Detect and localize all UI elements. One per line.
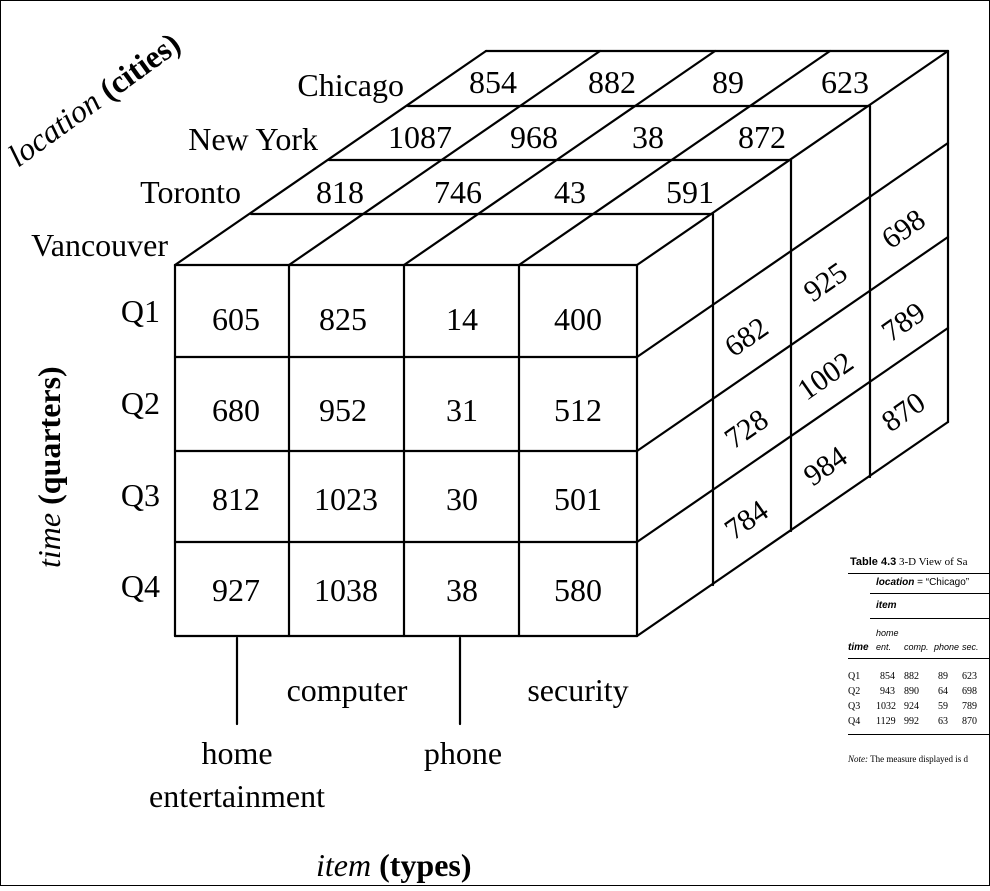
top-cell-newyork-security: 872 — [738, 119, 786, 155]
table-top-rule — [848, 573, 990, 574]
top-cell-chicago-phone: 89 — [712, 64, 744, 100]
city-label-chicago: Chicago — [297, 67, 404, 103]
table-row-label: Q3 — [848, 701, 861, 712]
top-cell-chicago-home: 854 — [469, 64, 517, 100]
quarter-label-q4: Q4 — [121, 568, 160, 604]
table-col-phone: phone — [934, 642, 960, 652]
table-caption-text: 3-D View of Sa — [896, 556, 968, 568]
table-row-label: Q4 — [848, 716, 861, 727]
side-cell-newyork-q3: 984 — [798, 440, 854, 493]
table-cell: 64 — [938, 686, 948, 697]
quarter-label-q2: Q2 — [121, 385, 160, 421]
table-col-ent: ent. — [876, 642, 892, 652]
item-label-entertainment: entertainment — [149, 778, 325, 814]
side-cell-chicago-q3: 870 — [876, 386, 932, 439]
front-cell-q1-phone: 14 — [446, 301, 478, 337]
table-cell: 698 — [962, 686, 977, 697]
table-cell: 882 — [904, 671, 919, 682]
side-cell-toronto-q3: 784 — [719, 494, 775, 547]
top-cell-toronto-computer: 746 — [434, 174, 482, 210]
side-cell-chicago-q2: 789 — [876, 296, 932, 349]
quarter-label-q3: Q3 — [121, 477, 160, 513]
table-caption-number: Table 4.3 — [850, 556, 897, 568]
table-cell: 890 — [904, 686, 919, 697]
table-item-rule — [870, 618, 990, 619]
table-location-rule — [870, 593, 990, 594]
front-cell-q2-home: 680 — [212, 392, 260, 428]
front-cell-q2-computer: 952 — [319, 392, 367, 428]
table-cell: 89 — [938, 671, 948, 682]
table-cell: 789 — [962, 701, 977, 712]
table-cell: 924 — [904, 701, 919, 712]
top-cell-toronto-security: 591 — [666, 174, 714, 210]
top-cell-toronto-phone: 43 — [554, 174, 586, 210]
front-cell-q4-phone: 38 — [446, 572, 478, 608]
front-cell-q4-security: 580 — [554, 572, 602, 608]
item-label-computer: computer — [287, 672, 408, 708]
table-row-label: Q1 — [848, 671, 861, 682]
front-cell-q3-computer: 1023 — [314, 481, 378, 517]
top-cell-toronto-home: 818 — [316, 174, 364, 210]
table-cell: 943 — [880, 686, 895, 697]
table-note-label: Note: — [848, 754, 868, 764]
side-cell-toronto-q1: 682 — [719, 311, 775, 364]
city-label-toronto: Toronto — [140, 174, 241, 210]
table-item-header: item — [876, 600, 897, 611]
top-cell-newyork-home: 1087 — [388, 119, 452, 155]
top-cell-newyork-phone: 38 — [632, 119, 664, 155]
table-cell: 1129 — [876, 716, 896, 727]
front-cell-q3-security: 501 — [554, 481, 602, 517]
front-cell-q1-security: 400 — [554, 301, 602, 337]
item-label-home: home — [201, 735, 272, 771]
table-cell: 59 — [938, 701, 948, 712]
table-location-label: location — [876, 577, 915, 588]
table-caption: Table 4.3 3-D View of Sa — [850, 556, 968, 568]
table-cell: 623 — [962, 671, 977, 682]
axis-title-item: item (types) — [316, 847, 472, 883]
front-cell-q1-home: 605 — [212, 301, 260, 337]
table-cell: 992 — [904, 716, 919, 727]
front-cell-q2-phone: 31 — [446, 392, 478, 428]
side-cell-newyork-q1: 925 — [798, 256, 854, 309]
table-note-text: The measure displayed is d — [868, 754, 969, 764]
table-bottom-rule — [848, 734, 990, 735]
front-cell-q3-home: 812 — [212, 481, 260, 517]
table-cell: 1032 — [876, 701, 896, 712]
side-cell-newyork-q2: 1002 — [792, 345, 860, 406]
table-4-3-panel: Table 4.3 3-D View of Sa location = “Chi… — [848, 556, 990, 776]
table-col-comp: comp. — [904, 642, 929, 652]
item-label-security: security — [527, 672, 628, 708]
city-label-vancouver: Vancouver — [31, 227, 168, 263]
city-label-new-york: New York — [188, 121, 318, 157]
front-cell-q4-home: 927 — [212, 572, 260, 608]
table-note: Note: The measure displayed is d — [848, 754, 968, 764]
top-cell-newyork-computer: 968 — [510, 119, 558, 155]
front-cell-q4-computer: 1038 — [314, 572, 378, 608]
quarter-label-q1: Q1 — [121, 293, 160, 329]
table-cell: 854 — [880, 671, 895, 682]
side-cell-chicago-q1: 698 — [876, 203, 932, 256]
front-cell-q1-computer: 825 — [319, 301, 367, 337]
table-location-value: = “Chicago” — [914, 577, 970, 588]
axis-title-location: location (cities) — [1, 25, 187, 174]
table-header-rule — [848, 658, 990, 659]
side-cell-toronto-q2: 728 — [719, 403, 775, 456]
table-col-sec: sec. — [962, 642, 979, 652]
top-cell-chicago-security: 623 — [821, 64, 869, 100]
item-label-phone: phone — [424, 735, 502, 771]
table-cell: 870 — [962, 716, 977, 727]
table-cell: 63 — [938, 716, 948, 727]
table-location-header: location = “Chicago” — [876, 577, 969, 588]
axis-title-time: time (quarters) — [31, 366, 67, 568]
table-home-label: home — [876, 628, 899, 638]
top-cell-chicago-computer: 882 — [588, 64, 636, 100]
front-cell-q2-security: 512 — [554, 392, 602, 428]
front-cell-q3-phone: 30 — [446, 481, 478, 517]
table-row-label: Q2 — [848, 686, 861, 697]
table-time-label: time — [848, 642, 869, 653]
